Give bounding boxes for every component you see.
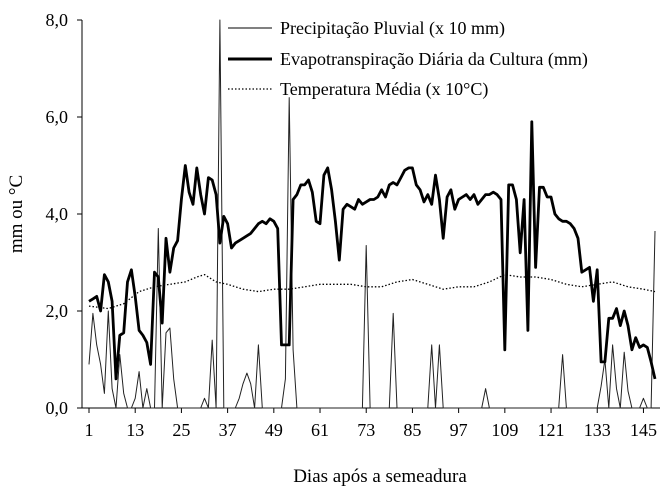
legend-label-precipitation: Precipitação Pluvial (x 10 mm) bbox=[280, 18, 505, 39]
y-ticks: 0,0 2,0 4,0 6,0 8,0 bbox=[46, 10, 82, 418]
x-tick-label: 97 bbox=[450, 420, 468, 440]
x-tick-label: 109 bbox=[491, 420, 518, 440]
x-tick-label: 145 bbox=[630, 420, 657, 440]
y-tick-label: 4,0 bbox=[46, 204, 69, 224]
x-tick-label: 49 bbox=[265, 420, 283, 440]
x-tick-label: 121 bbox=[538, 420, 565, 440]
series-temperature-line bbox=[88, 273, 656, 310]
y-axis-title: mm ou °C bbox=[6, 175, 27, 253]
series-precipitation-line bbox=[88, 19, 656, 409]
x-tick-label: 25 bbox=[172, 420, 190, 440]
series-layer bbox=[88, 19, 657, 409]
x-tick-label: 133 bbox=[584, 420, 611, 440]
series-evapotranspiration-line bbox=[88, 120, 657, 381]
legend-label-evapotranspiration: Evapotranspiração Diária da Cultura (mm) bbox=[280, 49, 588, 70]
y-tick-label: 6,0 bbox=[46, 107, 69, 127]
legend-label-temperature: Temperatura Média (x 10°C) bbox=[280, 79, 488, 100]
x-tick-label: 73 bbox=[357, 420, 375, 440]
x-tick-label: 13 bbox=[126, 420, 144, 440]
x-tick-label: 85 bbox=[403, 420, 421, 440]
x-tick-label: 37 bbox=[219, 420, 237, 440]
legend: Precipitação Pluvial (x 10 mm) Evapotran… bbox=[228, 18, 588, 100]
x-ticks: 1 13 25 37 49 61 73 85 97 109 121 133 145 bbox=[85, 408, 657, 440]
x-tick-label: 61 bbox=[311, 420, 329, 440]
y-tick-label: 2,0 bbox=[46, 301, 69, 321]
x-axis-title: Dias após a semeadura bbox=[293, 466, 467, 487]
x-tick-label: 1 bbox=[85, 420, 94, 440]
y-tick-label: 0,0 bbox=[46, 398, 69, 418]
y-tick-label: 8,0 bbox=[46, 10, 69, 30]
